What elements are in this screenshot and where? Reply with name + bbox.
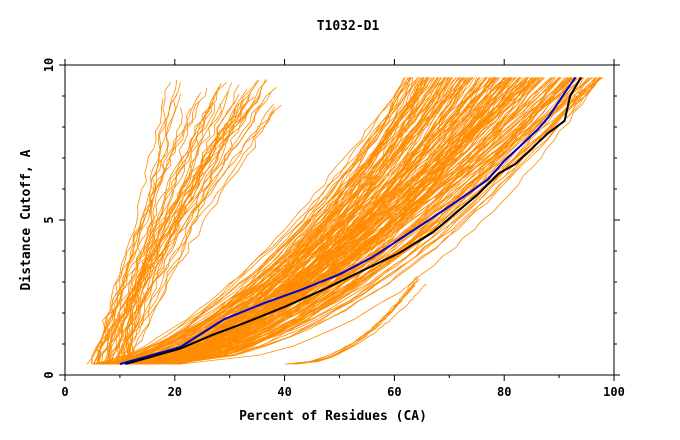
model-curve-5 bbox=[106, 93, 182, 365]
model-curve-216 bbox=[137, 77, 561, 365]
model-curve-31 bbox=[96, 81, 228, 365]
model-curve-203 bbox=[179, 77, 602, 365]
model-curve-30 bbox=[93, 93, 251, 365]
y-tick-label-5: 5 bbox=[42, 216, 56, 223]
y-axis-label: Distance Cutoff, A bbox=[19, 149, 34, 290]
model-curve-229 bbox=[168, 77, 459, 365]
model-curve-28 bbox=[96, 87, 208, 365]
model-curve-231 bbox=[160, 77, 529, 365]
x-tick-label-60: 60 bbox=[387, 385, 401, 399]
model-curve-237 bbox=[294, 275, 420, 365]
x-tick-label-100: 100 bbox=[603, 385, 625, 399]
x-tick-label-40: 40 bbox=[277, 385, 291, 399]
model-curve-230 bbox=[113, 77, 462, 365]
model-lines bbox=[86, 77, 604, 365]
chart-title: T1032-D1 bbox=[317, 19, 380, 34]
model-curve-9 bbox=[128, 107, 250, 365]
model-curve-199 bbox=[166, 77, 477, 365]
model-curve-234 bbox=[93, 77, 435, 365]
model-curve-43 bbox=[123, 103, 240, 365]
model-curve-35 bbox=[125, 82, 181, 365]
model-curve-102 bbox=[108, 77, 428, 365]
model-curve-215 bbox=[175, 77, 561, 365]
model-curve-33 bbox=[119, 84, 240, 365]
model-curve-34 bbox=[124, 91, 229, 365]
model-curve-200 bbox=[153, 77, 496, 365]
series-lines bbox=[119, 76, 582, 366]
y-tick-label-10: 10 bbox=[42, 58, 56, 72]
model-curve-147 bbox=[137, 77, 589, 365]
model-curve-19 bbox=[110, 104, 262, 365]
model-curve-10 bbox=[121, 94, 178, 365]
model-curve-217 bbox=[92, 77, 506, 365]
x-tick-label-20: 20 bbox=[168, 385, 182, 399]
model-curve-212 bbox=[106, 77, 537, 365]
series-line-0 bbox=[119, 76, 577, 366]
model-curve-36 bbox=[98, 103, 215, 365]
model-curve-187 bbox=[147, 77, 465, 365]
model-curve-81 bbox=[94, 77, 419, 365]
model-curve-160 bbox=[130, 77, 594, 365]
model-curve-227 bbox=[124, 77, 573, 365]
model-curve-25 bbox=[116, 110, 207, 365]
model-curve-2 bbox=[127, 102, 211, 365]
model-curve-41 bbox=[123, 89, 248, 365]
model-curve-44 bbox=[104, 104, 282, 365]
model-curve-23 bbox=[127, 98, 245, 365]
model-curve-175 bbox=[116, 77, 597, 365]
y-tick-label-0: 0 bbox=[42, 371, 56, 378]
x-tick-label-0: 0 bbox=[61, 385, 68, 399]
model-curve-238 bbox=[285, 284, 416, 365]
model-curve-24 bbox=[120, 82, 233, 365]
model-curve-222 bbox=[133, 77, 487, 365]
axis-ticks: 0 20 40 60 80 100 0 5 10 bbox=[42, 58, 625, 399]
model-curve-195 bbox=[108, 77, 545, 365]
model-curve-106 bbox=[149, 77, 593, 365]
model-curve-114 bbox=[136, 77, 407, 365]
model-curve-228 bbox=[111, 77, 480, 365]
model-curve-183 bbox=[161, 77, 573, 365]
model-curve-225 bbox=[133, 77, 538, 365]
model-curve-82 bbox=[112, 77, 439, 365]
series-line-1 bbox=[125, 76, 582, 366]
model-curve-189 bbox=[118, 77, 481, 365]
model-curve-232 bbox=[126, 77, 449, 365]
x-axis-label: Percent of Residues (CA) bbox=[239, 409, 427, 424]
model-curve-37 bbox=[101, 80, 258, 365]
model-curve-207 bbox=[94, 77, 597, 365]
model-curve-42 bbox=[122, 85, 221, 365]
x-tick-label-80: 80 bbox=[497, 385, 511, 399]
model-curve-152 bbox=[154, 77, 583, 365]
model-curve-226 bbox=[104, 77, 521, 365]
model-curve-38 bbox=[91, 96, 255, 365]
model-curve-12 bbox=[104, 110, 275, 365]
model-curve-240 bbox=[287, 283, 427, 365]
model-curve-39 bbox=[96, 98, 164, 365]
model-curve-167 bbox=[113, 77, 435, 365]
model-curve-239 bbox=[291, 276, 418, 365]
